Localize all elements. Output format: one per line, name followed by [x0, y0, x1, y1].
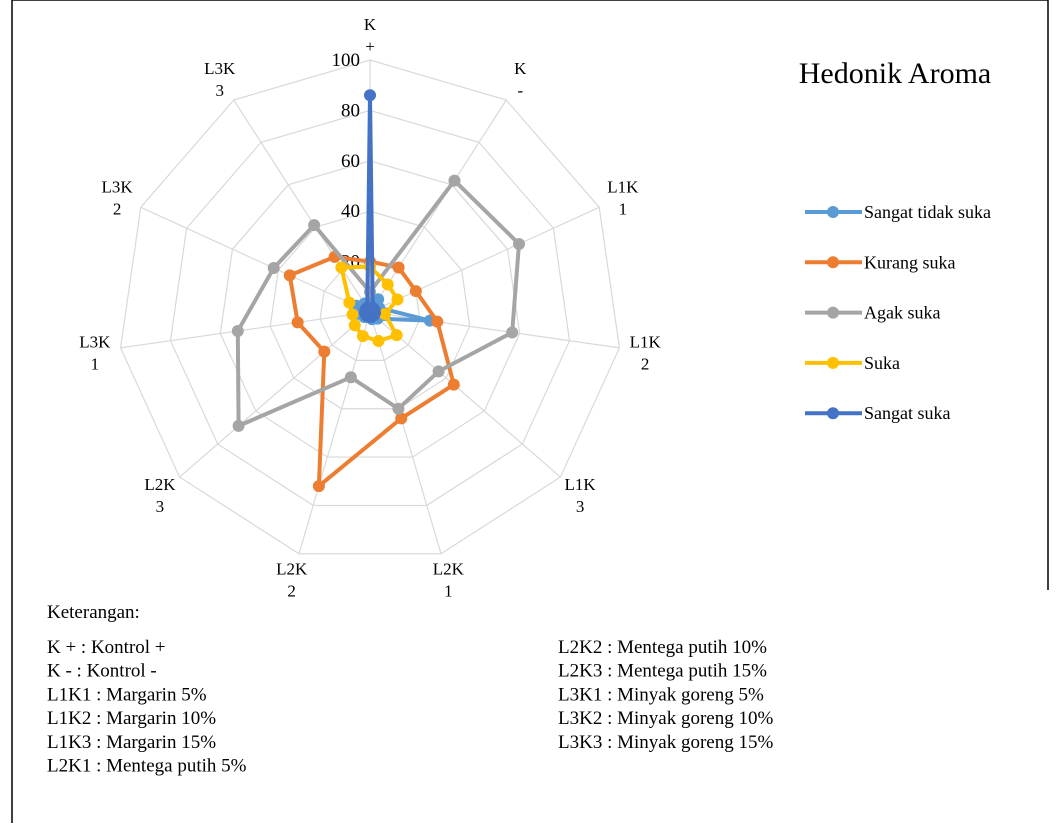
- note-item: L3K3 : Minyak goreng 15%: [558, 732, 773, 753]
- spoke: [369, 206, 600, 313]
- data-point: [391, 293, 404, 306]
- y-tick-label: 40: [341, 201, 360, 222]
- category-label: L3K 1: [79, 333, 111, 374]
- note-item: L1K2 : Margarin 10%: [47, 708, 216, 729]
- data-point: [378, 308, 391, 321]
- data-point: [346, 308, 359, 321]
- data-point: [344, 371, 357, 384]
- spoke: [179, 311, 371, 478]
- data-point: [392, 261, 405, 274]
- note-item: L1K1 : Margarin 5%: [47, 684, 207, 705]
- category-label: K-: [514, 59, 527, 100]
- data-point: [409, 285, 422, 298]
- note-item: L3K1 : Minyak goreng 5%: [558, 684, 764, 705]
- note-item: L3K2 : Minyak goreng 10%: [558, 708, 773, 729]
- grid-line: [119, 59, 621, 555]
- y-tick-label: 100: [332, 50, 361, 71]
- spoke: [298, 311, 371, 554]
- category-label: L3K 2: [102, 178, 134, 219]
- data-point: [318, 345, 331, 358]
- data-point: [447, 378, 460, 391]
- grid-line: [169, 109, 571, 507]
- data-point: [395, 412, 408, 425]
- data-point: [392, 402, 405, 415]
- data-point: [356, 330, 369, 343]
- note-item: K - : Kontrol -: [47, 661, 157, 682]
- data-point: [267, 262, 280, 275]
- spoke: [369, 311, 442, 554]
- y-tick-label: 80: [341, 100, 360, 121]
- category-label: K +: [364, 15, 377, 56]
- data-point: [231, 325, 244, 338]
- data-point: [431, 315, 444, 328]
- data-point: [381, 278, 394, 291]
- data-point: [432, 365, 445, 378]
- data-point: [390, 329, 403, 342]
- legend-swatch-dot: [827, 306, 839, 319]
- spoke: [140, 206, 371, 313]
- grid-line: [269, 210, 471, 410]
- notes-heading: Keterangan:: [47, 602, 140, 623]
- note-item: L2K1 : Mentega putih 5%: [47, 756, 247, 777]
- data-point: [308, 219, 321, 232]
- data-point: [364, 89, 376, 102]
- data-point: [372, 335, 385, 348]
- note-item: L2K2 : Mentega putih 10%: [558, 637, 767, 658]
- data-point: [512, 237, 525, 250]
- y-tick-label: 60: [341, 151, 360, 172]
- legend-swatch-dot: [827, 356, 839, 369]
- legend-label: Suka: [864, 353, 900, 373]
- legend-label: Sangat tidak suka: [864, 202, 991, 222]
- data-point: [343, 296, 356, 309]
- category-label: L2K 2: [276, 560, 308, 601]
- legend-swatch-dot: [827, 407, 839, 420]
- data-point: [232, 419, 245, 432]
- legend-swatch-dot: [827, 206, 839, 218]
- data-point: [361, 301, 374, 314]
- legend-label: Kurang suka: [864, 252, 955, 272]
- data-point: [335, 261, 348, 274]
- category-label: L1K 3: [565, 475, 597, 516]
- category-label: L1K 1: [607, 178, 639, 219]
- note-item: K + : Kontrol +: [47, 637, 166, 658]
- data-point: [312, 480, 325, 493]
- category-label: L2K 1: [433, 560, 465, 601]
- legend-label: Agak suka: [864, 303, 940, 323]
- data-point: [283, 269, 296, 282]
- category-label: L2K 3: [144, 475, 176, 516]
- note-item: L2K3 : Mentega putih 15%: [558, 661, 767, 682]
- data-point: [506, 326, 519, 339]
- spoke: [369, 311, 561, 478]
- spoke: [120, 311, 371, 349]
- spoke: [369, 99, 507, 313]
- data-point: [291, 316, 304, 329]
- series-line: [235, 178, 521, 428]
- category-label: L1K 2: [630, 333, 662, 374]
- grid-line: [219, 160, 521, 458]
- legend-swatch-dot: [827, 256, 839, 269]
- legend-label: Sangat suka: [864, 403, 950, 423]
- spoke: [233, 99, 371, 313]
- note-item: L1K3 : Margarin 15%: [47, 732, 216, 753]
- data-point: [348, 319, 361, 332]
- category-label: L3K 3: [204, 59, 236, 100]
- data-point: [448, 174, 461, 187]
- chart-title: Hedonik Aroma: [799, 57, 991, 90]
